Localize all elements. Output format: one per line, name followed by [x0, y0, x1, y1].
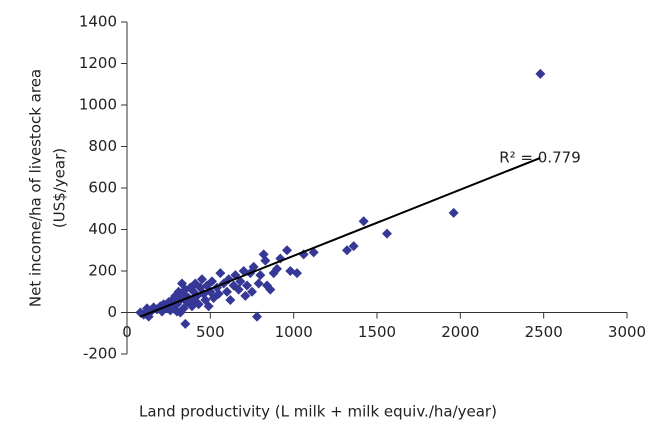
- point: [248, 261, 259, 272]
- point: [382, 228, 392, 239]
- y-tick-label: 800: [88, 137, 117, 155]
- y-tick-label: 1200: [79, 54, 117, 72]
- point: [272, 263, 282, 274]
- point: [197, 274, 207, 285]
- y-tick-label: 400: [88, 220, 117, 238]
- point: [255, 270, 266, 281]
- point: [342, 245, 352, 256]
- x-tick-label: 0: [122, 323, 132, 341]
- point: [213, 288, 224, 299]
- point: [253, 278, 264, 289]
- point: [292, 268, 302, 279]
- point: [233, 284, 244, 295]
- x-tick-label: 500: [196, 323, 225, 341]
- x-tick-label: 2000: [441, 323, 479, 341]
- y-tick-label: 200: [88, 262, 117, 280]
- x-tick-label: 2500: [525, 323, 563, 341]
- point: [252, 311, 262, 322]
- y-tick-label: 1000: [79, 96, 117, 114]
- point: [358, 216, 369, 227]
- point: [215, 268, 226, 279]
- y-tick-label: 600: [88, 179, 117, 197]
- point: [203, 301, 214, 312]
- x-tick-label: 1500: [358, 323, 396, 341]
- x-tick-label: 1000: [275, 323, 313, 341]
- point: [207, 276, 217, 287]
- point: [265, 284, 276, 295]
- point: [193, 299, 204, 310]
- point: [225, 295, 236, 306]
- x-tick-label: 3000: [608, 323, 646, 341]
- trendline: [139, 156, 541, 318]
- point: [535, 68, 546, 79]
- point: [448, 207, 459, 218]
- point: [222, 286, 232, 297]
- point: [180, 318, 191, 329]
- x-axis-label: Land productivity (L milk + milk equiv./…: [139, 403, 497, 421]
- y-axis-label: Net income/ha of livestock area: [27, 69, 45, 307]
- point: [240, 290, 251, 301]
- y-axis-label: (US$/year): [51, 148, 69, 228]
- point: [242, 280, 252, 291]
- point: [348, 241, 359, 252]
- y-tick-label: -200: [83, 345, 117, 363]
- point: [247, 286, 257, 297]
- point: [260, 255, 271, 266]
- y-tick-label: 1400: [79, 13, 117, 31]
- point: [282, 245, 292, 256]
- y-tick-label: 0: [107, 303, 117, 321]
